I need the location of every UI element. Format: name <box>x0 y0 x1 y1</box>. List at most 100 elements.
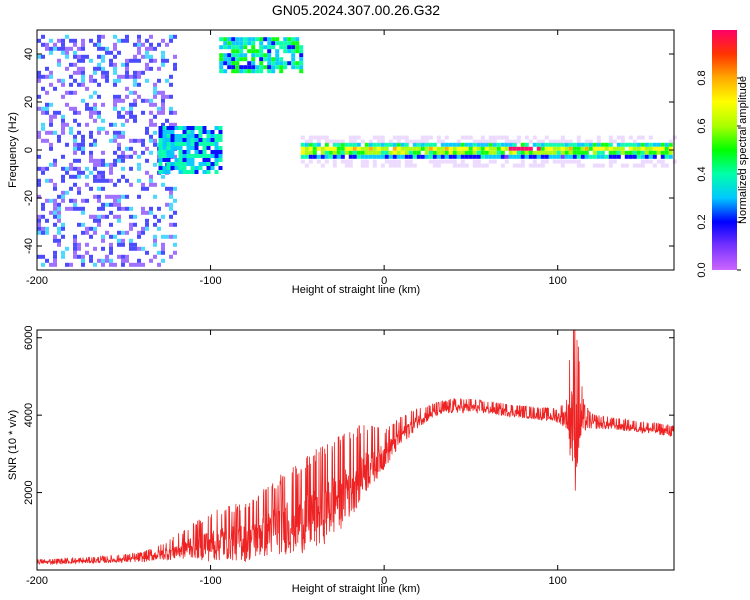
spectrogram-cell <box>448 142 453 147</box>
spectrogram-cell <box>57 138 61 143</box>
spectrogram-cell <box>170 166 175 170</box>
spectrogram-cell <box>552 142 557 147</box>
spectrogram-cell <box>73 198 77 203</box>
spectrogram-cell <box>101 58 105 63</box>
spectrogram-cell <box>348 139 353 144</box>
spectrogram-cell <box>61 178 65 183</box>
spectrogram-cell <box>612 159 617 164</box>
spectrogram-cell <box>540 142 545 147</box>
spectrogram-cell <box>616 154 621 159</box>
spectrogram-cell <box>157 250 161 255</box>
spectrogram-cell <box>340 139 345 144</box>
spectrogram-cell <box>161 258 165 263</box>
spectrogram-cell <box>516 163 521 168</box>
spectrogram-cell <box>548 146 553 151</box>
spectrogram-cell <box>206 166 211 170</box>
spectrogram-cell <box>117 202 121 207</box>
spectrogram-cell <box>239 65 244 70</box>
spectrogram-cell <box>596 142 601 147</box>
spectrogram-cell <box>460 163 465 168</box>
spectrogram-cell <box>186 134 191 138</box>
spectrogram-cell <box>524 146 529 151</box>
spectrogram-cell <box>202 154 207 158</box>
spectrogram-cell <box>227 57 232 62</box>
spectrogram-cell <box>173 250 177 255</box>
spectrogram-cell <box>41 122 45 127</box>
spectrogram-cell <box>69 174 73 179</box>
spectrogram-cell <box>235 69 240 74</box>
spectrogram-cell <box>656 142 661 147</box>
spectrogram-cell <box>476 154 481 159</box>
spectrogram-cell <box>37 154 41 159</box>
spectrogram-cell <box>61 122 65 127</box>
spectrogram-cell <box>77 166 81 171</box>
spectrogram-cell <box>198 162 203 166</box>
spectrogram-cell <box>73 206 77 211</box>
spectrogram-cell <box>412 154 417 159</box>
spectrogram-cell <box>161 214 165 219</box>
spectrogram-cell <box>279 45 284 50</box>
spectrogram-cell <box>328 154 333 159</box>
spectrogram-cell <box>137 34 141 39</box>
spectrogram-cell <box>149 182 153 187</box>
spectrogram-cell <box>388 154 393 159</box>
spectrogram-cell <box>41 86 45 91</box>
spectrogram-cell <box>194 150 199 154</box>
spectrogram-cell <box>520 154 525 159</box>
spectrogram-cell <box>291 49 296 54</box>
spectrogram-cell <box>101 174 105 179</box>
spectrogram-cell <box>61 234 65 239</box>
spectrogram-cell <box>162 166 167 170</box>
spectrogram-cell <box>348 163 353 168</box>
spectrogram-cell <box>137 246 141 251</box>
spectrogram-cell <box>552 146 557 151</box>
spectrogram-cell <box>214 134 219 138</box>
spectrogram-cell <box>368 142 373 147</box>
spectrogram-cell <box>169 222 173 227</box>
spectrogram-cell <box>576 139 581 144</box>
spectrogram-cell <box>608 142 613 147</box>
spectrogram-cell <box>448 154 453 159</box>
spectrogram-cell <box>472 154 477 159</box>
spectrogram-cell <box>149 46 153 51</box>
spectrogram-cell <box>608 139 613 144</box>
spectrogram-cell <box>424 142 429 147</box>
spectrogram-cell <box>133 102 137 107</box>
spectrogram-cell <box>161 58 165 63</box>
spectrogram-cell <box>324 142 329 147</box>
spectrogram-cell <box>624 142 629 147</box>
spectrogram-cell <box>384 146 389 151</box>
spectrogram-cell <box>129 206 133 211</box>
spectrogram-cell <box>194 170 199 174</box>
spectrogram-cell <box>287 37 292 42</box>
spectrogram-cell <box>129 110 133 115</box>
spectrogram-cell <box>53 238 57 243</box>
spectrogram-cell <box>101 246 105 251</box>
spectrogram-cell <box>516 135 521 140</box>
spectrogram-cell <box>400 146 405 151</box>
spectrogram-cell <box>299 61 304 66</box>
spectrogram-cell <box>174 138 179 142</box>
spectrogram-cell <box>219 57 224 62</box>
spectrogram-cell <box>121 230 125 235</box>
spectrogram-cell <box>472 163 477 168</box>
spectrogram-cell <box>259 57 264 62</box>
spectrogram-cell <box>408 154 413 159</box>
spectrogram-cell <box>194 134 199 138</box>
spectrogram-cell <box>161 106 165 111</box>
spectrogram-cell <box>137 178 141 183</box>
spectrogram-cell <box>251 65 256 70</box>
spectrogram-cell <box>218 130 223 134</box>
spectrogram-cell <box>81 82 85 87</box>
spectrogram-cell <box>129 246 133 251</box>
spectrogram-cell <box>271 57 276 62</box>
spectrogram-cell <box>480 163 485 168</box>
spectrogram-cell <box>53 198 57 203</box>
spectrogram-cell <box>117 78 121 83</box>
spectrogram-cell <box>440 159 445 164</box>
spectrogram-cell <box>190 130 195 134</box>
spectrogram-cell <box>564 154 569 159</box>
spectrogram-cell <box>263 65 268 70</box>
spectrogram-cell <box>109 170 113 175</box>
